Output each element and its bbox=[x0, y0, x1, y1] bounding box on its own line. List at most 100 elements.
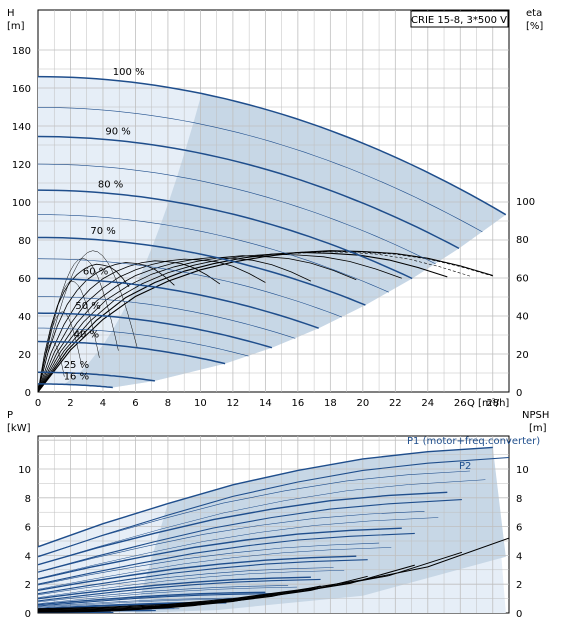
speed-label: 50 % bbox=[75, 301, 100, 312]
efficiency-arc bbox=[38, 250, 138, 392]
head-curve bbox=[38, 236, 366, 306]
y2-tick-label: 40 bbox=[516, 312, 529, 323]
p1-curve bbox=[38, 597, 243, 608]
p1-curve bbox=[38, 567, 334, 596]
p2-curve bbox=[38, 593, 274, 607]
y2-tick-label: 6 bbox=[516, 523, 522, 534]
intermediate-head-curves bbox=[38, 107, 483, 357]
head-grid bbox=[38, 10, 509, 392]
efficiency-curve bbox=[38, 263, 130, 392]
speed-label: 100 % bbox=[113, 67, 145, 78]
x-tick-label: 28 bbox=[486, 398, 499, 409]
p1-curve bbox=[38, 576, 311, 600]
p2-curve bbox=[38, 517, 439, 579]
p1-curve bbox=[38, 585, 289, 603]
efficiency-curve bbox=[38, 253, 402, 392]
head-curve-thin bbox=[38, 107, 483, 233]
y2-tick-label: 4 bbox=[516, 551, 522, 562]
head-curves bbox=[38, 75, 507, 389]
speed-label: 40 % bbox=[74, 329, 99, 340]
speed-label: 90 % bbox=[105, 126, 130, 137]
y2-tick-label: 10 bbox=[516, 465, 529, 476]
y2-tick-label: 20 bbox=[516, 350, 529, 361]
y-tick-label: 160 bbox=[12, 84, 31, 95]
speed-label: 80 % bbox=[98, 179, 123, 190]
speed-label: 70 % bbox=[90, 226, 115, 237]
efficiency-curve bbox=[38, 262, 175, 392]
y2-tick-label: 0 bbox=[516, 388, 522, 399]
x-tick-label: 18 bbox=[324, 398, 337, 409]
p1-curve bbox=[38, 470, 471, 557]
y2-axis-unit-eta: [%] bbox=[526, 21, 543, 32]
y-tick-label: 4 bbox=[25, 551, 31, 562]
head-curve bbox=[38, 340, 226, 365]
p2-curve bbox=[38, 456, 509, 558]
y-axis-label-h: H bbox=[7, 8, 15, 19]
y-axis-unit-p: [kW] bbox=[7, 423, 31, 434]
p2-curve bbox=[38, 532, 415, 585]
p2-curve bbox=[38, 559, 368, 595]
head-curve bbox=[38, 135, 460, 250]
power-curves bbox=[38, 446, 509, 613]
head-curve-thin bbox=[38, 214, 389, 293]
npsh-curve bbox=[38, 551, 463, 610]
x-tick-label: 4 bbox=[100, 398, 106, 409]
y-tick-label: 100 bbox=[12, 198, 31, 209]
speed-label: 60 % bbox=[83, 267, 108, 278]
head-curve bbox=[38, 277, 319, 329]
p2-curve bbox=[38, 578, 321, 602]
efficiency-curve bbox=[38, 258, 266, 392]
p2-series-label: P2 bbox=[459, 461, 471, 472]
y-tick-label: 0 bbox=[25, 609, 31, 620]
speed-labels: 100 % 90 % 80 % 70 % 60 % 50 % 40 % 25 %16 % bbox=[64, 67, 145, 383]
y-tick-label: 40 bbox=[18, 312, 31, 323]
p2-curve bbox=[38, 479, 486, 566]
x-tick-label: 26 bbox=[454, 398, 467, 409]
p2-curve bbox=[38, 547, 392, 590]
efficiency-curve-dashed bbox=[297, 251, 493, 277]
y-tick-label: 10 bbox=[18, 465, 31, 476]
y2-tick-label: 80 bbox=[516, 235, 529, 246]
head-curve bbox=[38, 75, 507, 216]
head-curve-thin bbox=[38, 327, 249, 357]
y-tick-label: 120 bbox=[12, 160, 31, 171]
x-tick-label: 20 bbox=[356, 398, 369, 409]
p2-curve bbox=[38, 570, 345, 598]
x-tick-label: 12 bbox=[227, 398, 240, 409]
legend-box-text: CRIE 15-8, 3*500 V bbox=[411, 15, 507, 26]
x-tick-label: 6 bbox=[132, 398, 138, 409]
y-tick-label: 180 bbox=[12, 46, 31, 57]
p1-curve bbox=[38, 446, 493, 548]
power-axes: 0 2 4 6 8 10 0 2 4 6 8 10 bbox=[18, 465, 528, 620]
npsh-curve bbox=[38, 564, 415, 611]
head-curve bbox=[38, 383, 113, 389]
y2-tick-label: 100 bbox=[516, 197, 535, 208]
x-tick-label: 16 bbox=[291, 398, 304, 409]
y2-axis-label-npsh: NPSH bbox=[522, 410, 549, 421]
npsh-curve bbox=[38, 600, 227, 613]
x-tick-label: 24 bbox=[421, 398, 434, 409]
x-tick-label: 2 bbox=[67, 398, 73, 409]
npsh-curve bbox=[38, 537, 509, 610]
head-curve bbox=[38, 371, 156, 382]
p1-curve bbox=[38, 542, 380, 586]
head-curve-thin bbox=[38, 296, 296, 339]
x-tick-label: 10 bbox=[194, 398, 207, 409]
y2-tick-label: 2 bbox=[516, 580, 522, 591]
p1-curve bbox=[38, 511, 425, 573]
power-grid bbox=[38, 436, 509, 613]
npsh-curve bbox=[38, 575, 368, 612]
efficiency-curves bbox=[38, 250, 493, 392]
p1-curve bbox=[38, 491, 448, 566]
y-tick-label: 2 bbox=[25, 580, 31, 591]
x-tick-label: 8 bbox=[165, 398, 171, 409]
y2-tick-label: 0 bbox=[516, 609, 522, 620]
p1-curve bbox=[38, 591, 266, 606]
y-axis-label-p: P bbox=[7, 410, 13, 421]
y-tick-label: 60 bbox=[18, 274, 31, 285]
y-tick-label: 20 bbox=[18, 350, 31, 361]
x-tick-label: 14 bbox=[259, 398, 272, 409]
power-panel: 0 2 4 6 8 10 0 2 4 6 8 10 P [kW] NPSH [m] P1 (motor… bbox=[7, 410, 549, 620]
legend-box bbox=[410, 10, 509, 28]
